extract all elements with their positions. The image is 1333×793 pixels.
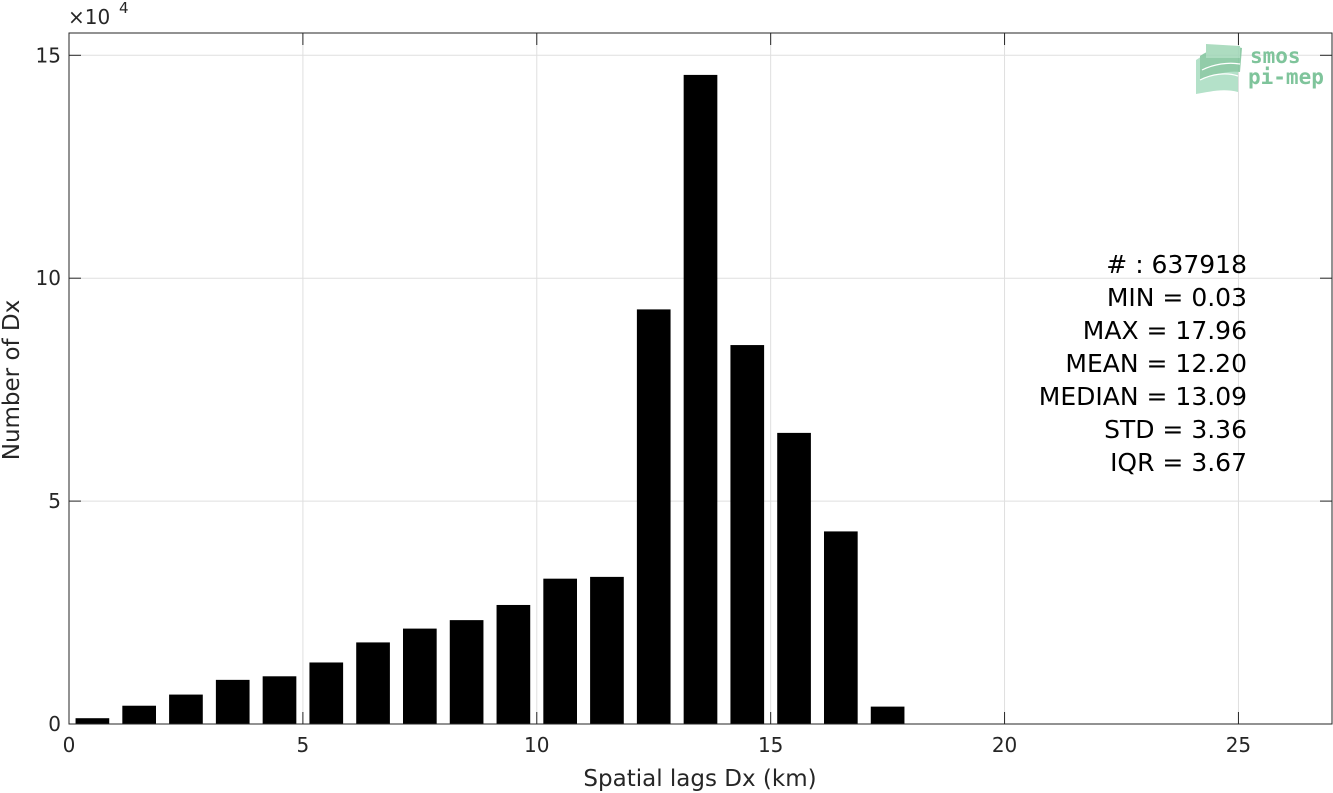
histogram-bar	[262, 676, 297, 724]
x-tick-labels: 0 5 10 15 20 25	[63, 733, 1252, 757]
stats-line: IQR = 3.67	[1110, 448, 1247, 477]
histogram-bar	[215, 679, 250, 724]
y-tick-label: 10	[36, 266, 61, 290]
histogram-bar	[75, 718, 110, 724]
y-tick-labels: 0 5 10 15	[36, 43, 61, 736]
stats-line: STD = 3.36	[1104, 415, 1247, 444]
histogram-bar	[870, 706, 905, 724]
y-axis-label: Number of Dx	[0, 300, 25, 461]
x-tick-label: 20	[992, 733, 1017, 757]
histogram-bar	[636, 309, 671, 724]
logo-text-pimep: pi-mep	[1248, 65, 1324, 89]
stats-line: MIN = 0.03	[1107, 283, 1247, 312]
stats-line: MEDIAN = 13.09	[1039, 382, 1247, 411]
histogram-bar	[122, 705, 157, 724]
x-tick-label: 10	[524, 733, 549, 757]
ticks	[68, 33, 1332, 725]
histogram-bar	[683, 74, 718, 724]
bars	[75, 74, 905, 724]
x-tick-label: 15	[758, 733, 783, 757]
histogram-bar	[590, 576, 624, 724]
histogram-bar	[777, 432, 811, 724]
logo-wave-icon	[1196, 44, 1242, 94]
histogram-bar	[309, 662, 344, 724]
histogram-bar	[496, 604, 531, 724]
logo-text-smos: smos	[1250, 44, 1301, 68]
histogram-bar	[356, 642, 390, 724]
x-tick-label: 25	[1226, 733, 1251, 757]
y-tick-label: 15	[36, 43, 61, 67]
smos-pi-mep-logo: smos pi-mep	[1196, 44, 1324, 94]
histogram-bar	[449, 620, 484, 724]
stats-line: MEAN = 12.20	[1065, 349, 1247, 378]
axes-box	[68, 32, 1333, 725]
histogram-bar	[402, 628, 437, 724]
stats-line: MAX = 17.96	[1083, 316, 1247, 345]
y-multiplier-exponent: 4	[119, 0, 129, 17]
stats-annotation: # : 637918 MIN = 0.03 MAX = 17.96 MEAN = 12…	[1039, 250, 1247, 477]
y-tick-label: 5	[48, 489, 61, 513]
histogram-bar	[169, 694, 203, 724]
x-axis-label: Spatial lags Dx (km)	[583, 766, 816, 792]
stats-line: # : 637918	[1106, 250, 1247, 279]
histogram-bar	[543, 578, 578, 724]
histogram-bar	[730, 345, 765, 724]
y-tick-label: 0	[48, 712, 61, 736]
y-multiplier-base: ×10	[68, 5, 110, 29]
histogram-bar	[823, 531, 858, 724]
x-tick-label: 0	[63, 733, 76, 757]
x-tick-label: 5	[297, 733, 310, 757]
